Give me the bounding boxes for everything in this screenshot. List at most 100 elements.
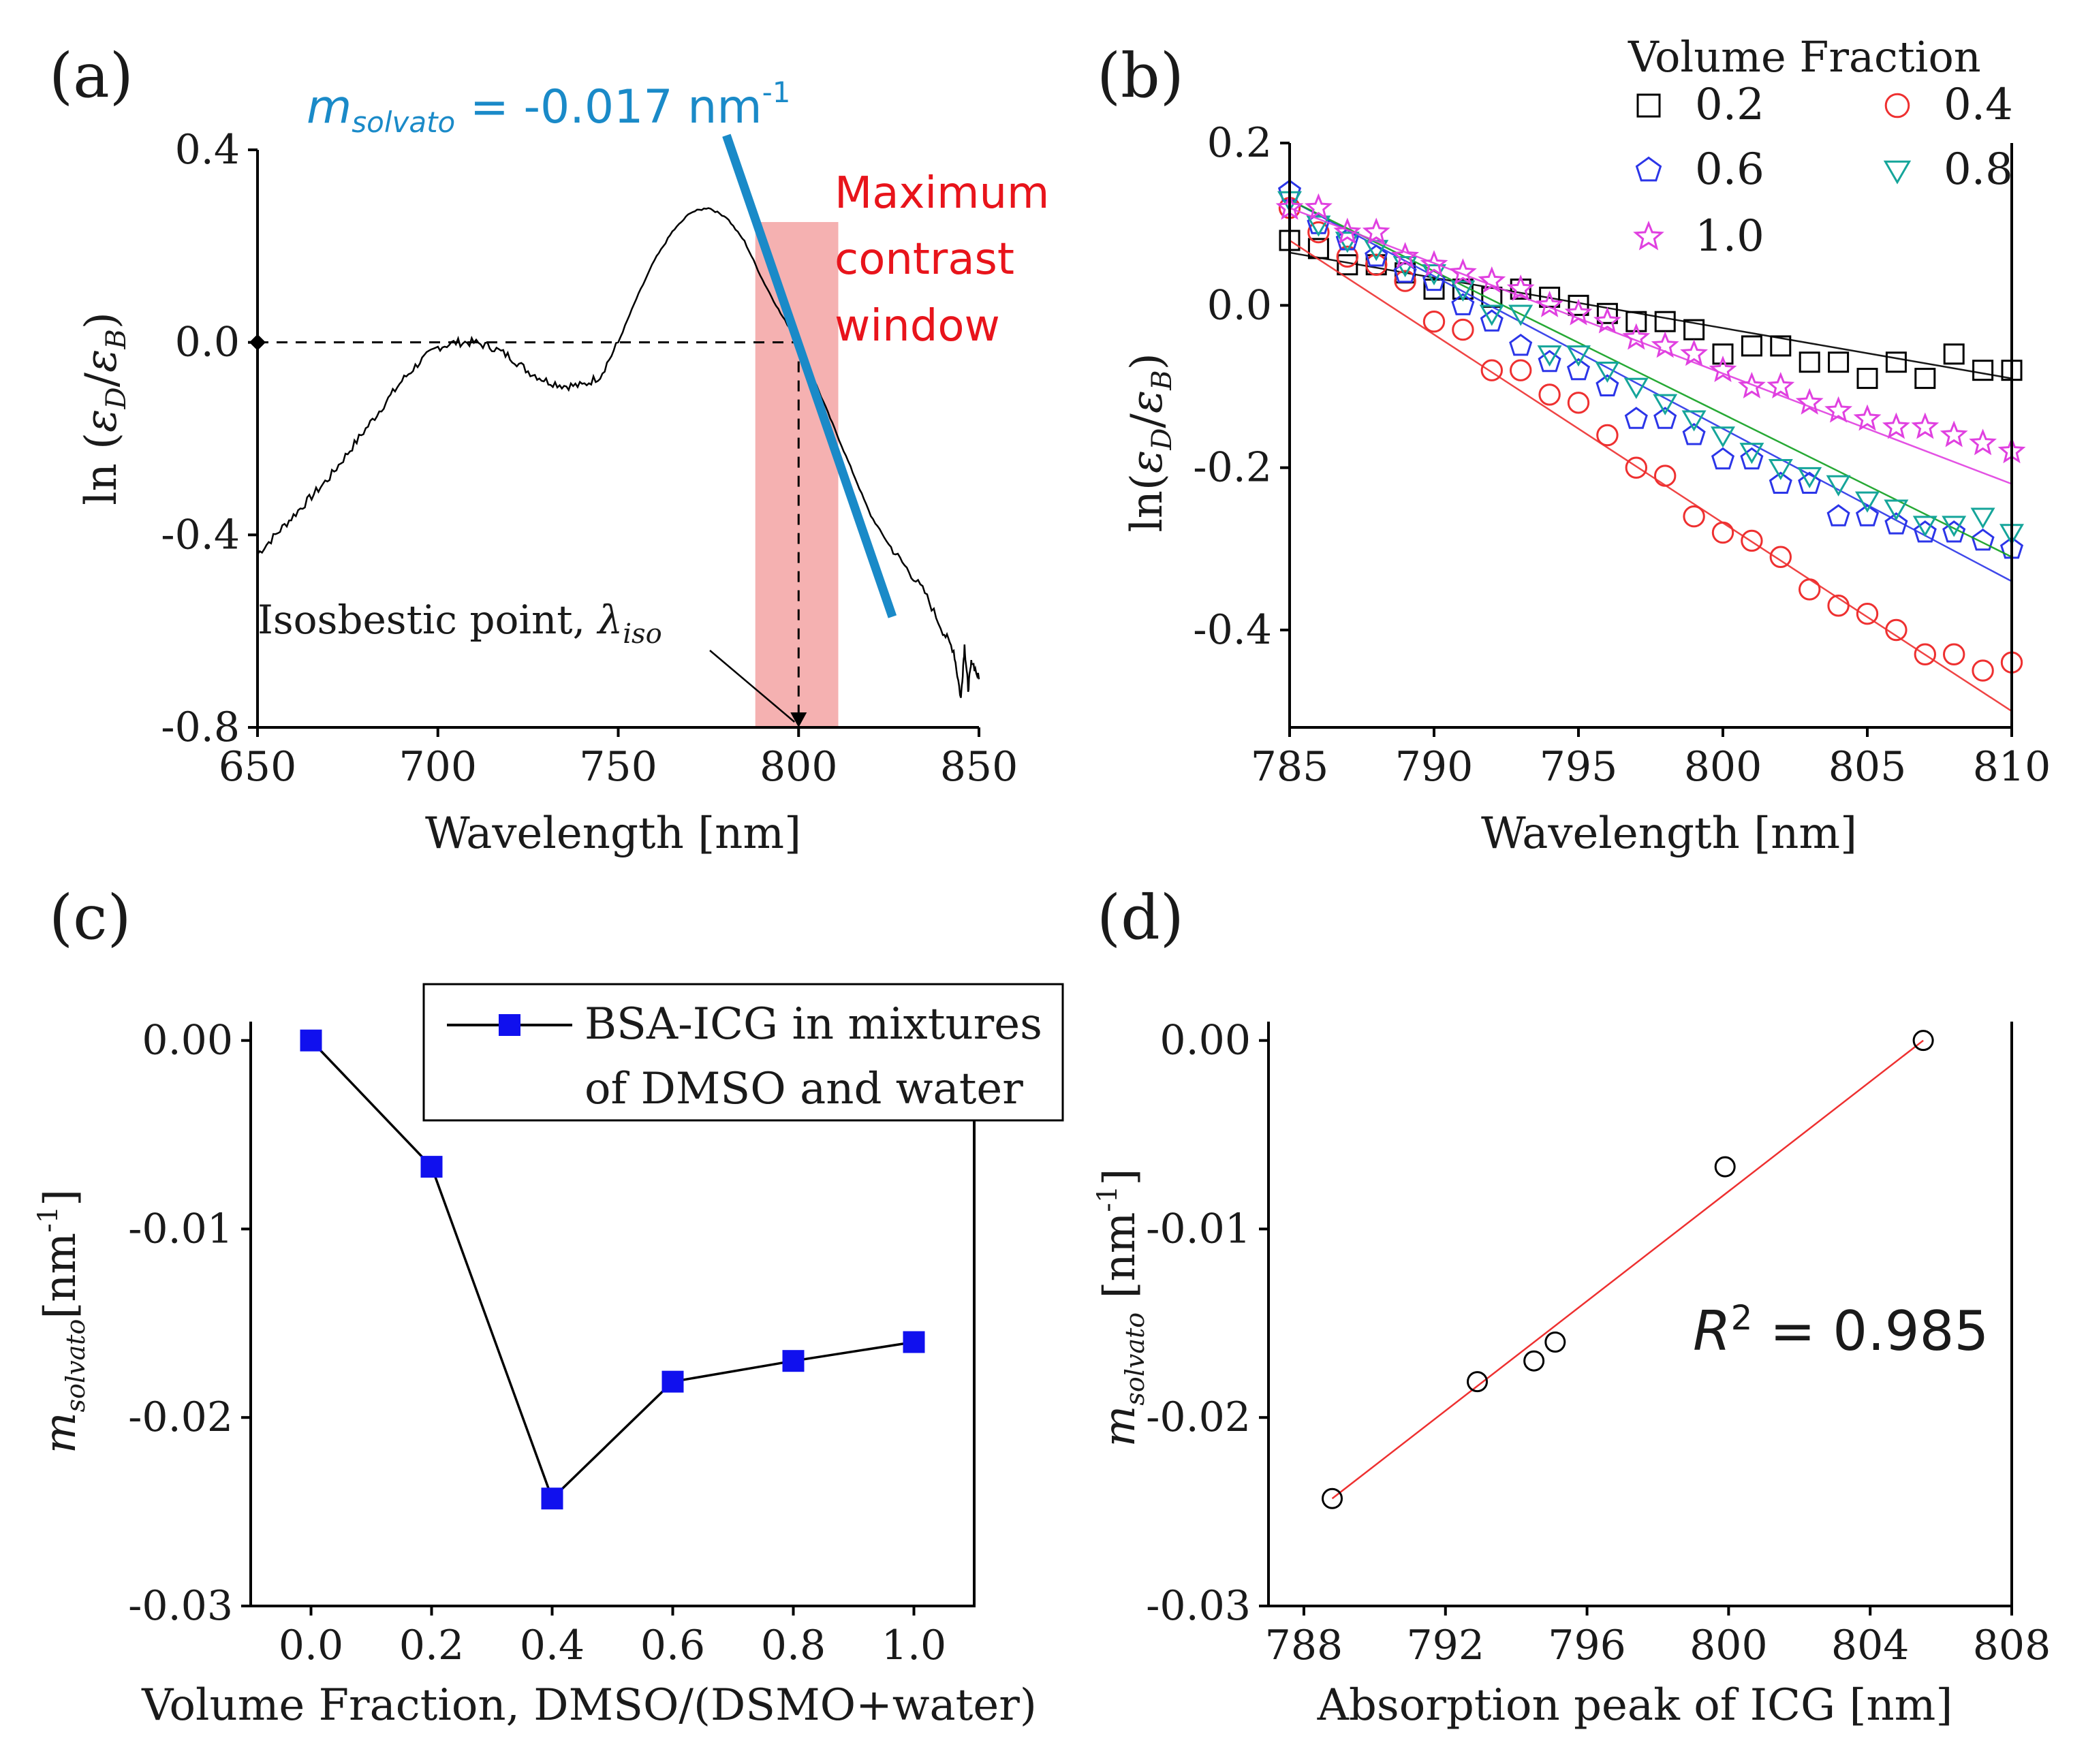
data-point-1.0 <box>1824 396 1853 423</box>
legend-marker-0.6 <box>1635 156 1662 182</box>
x-tick-label: 800 <box>1690 1622 1768 1669</box>
x-tick-label: 800 <box>760 743 838 791</box>
data-point-0.6 <box>1884 512 1908 535</box>
data-point-0.8 <box>1479 304 1504 326</box>
data-point-0.8 <box>1942 516 1967 537</box>
legend-marker-0.4 <box>1884 93 1910 119</box>
data-point-0.6 <box>1653 407 1677 429</box>
data-point-1.0 <box>1448 258 1477 285</box>
data-point <box>782 1350 805 1372</box>
legend-marker-sample <box>499 1014 520 1036</box>
data-point <box>903 1331 925 1353</box>
x-tick-label: 650 <box>219 743 297 791</box>
data-point-0.2 <box>1885 351 1907 373</box>
fit-line-0.4 <box>1289 239 2012 712</box>
data-point-0.2 <box>1423 279 1445 300</box>
legend-label-0.8: 0.8 <box>1944 144 2013 195</box>
panel-d-ticks: 788 792 796 800 804 808 -0.03 -0.02 -0.01 0.00 <box>1146 1017 2051 1669</box>
data-point-0.2 <box>1683 319 1705 341</box>
data-point-1.0 <box>1911 412 1940 439</box>
panel-d-ylabel: msolvato [nm-1] <box>1092 1169 1150 1447</box>
panel-a-label: (a) <box>49 40 134 112</box>
data-point-0.4 <box>1856 602 1879 625</box>
data-point-0.6 <box>1595 374 1619 396</box>
panel-b-legend: 0.2 0.4 0.6 0.8 1.0 <box>1633 80 2013 262</box>
data-point-0.6 <box>1740 447 1764 470</box>
data-point-1.0 <box>1651 331 1679 358</box>
window-label-3: window <box>835 301 1000 351</box>
data-point-0.8 <box>1768 458 1793 481</box>
data-point-0.6 <box>1624 407 1648 429</box>
data-point-0.6 <box>1566 358 1591 381</box>
data-point-1.0 <box>1420 250 1448 277</box>
legend-text-2: of DMSO and water <box>585 1064 1023 1114</box>
data-point <box>1467 1371 1489 1393</box>
window-label-2: contrast <box>835 234 1014 285</box>
isosbestic-label: Isosbestic point, λiso <box>258 597 662 650</box>
y-tick-label: -0.01 <box>1146 1205 1251 1253</box>
data-point-0.8 <box>1537 345 1562 367</box>
x-tick-label: 804 <box>1831 1622 1910 1669</box>
x-tick-label: 0.0 <box>279 1622 343 1669</box>
x-tick-label: 808 <box>1973 1622 2051 1669</box>
data-point-0.8 <box>1595 361 1620 383</box>
x-tick-label: 795 <box>1540 743 1618 791</box>
y-tick-label: -0.4 <box>1193 606 1272 654</box>
data-point-0.8 <box>1826 475 1851 497</box>
data-point-0.4 <box>1654 464 1677 487</box>
data-point-0.4 <box>1741 529 1763 552</box>
panel-c-ylabel: msolvato[nm-1] <box>33 1189 91 1453</box>
fit-line-0.2 <box>1289 251 2012 379</box>
linear-fit-line <box>1331 1039 1924 1500</box>
y-tick-label: 0.2 <box>1207 119 1272 167</box>
data-point-0.2 <box>1712 343 1734 365</box>
data-point-0.6 <box>1538 349 1561 373</box>
data-point-1.0 <box>1506 274 1535 301</box>
data-point-0.8 <box>1797 467 1822 488</box>
data-point-0.4 <box>1769 546 1792 568</box>
data-point-0.6 <box>1451 293 1475 315</box>
panel-b-plot <box>1275 179 2026 712</box>
y-tick-label: -0.03 <box>1146 1582 1251 1630</box>
data-point-0.2 <box>1856 368 1878 390</box>
fit-line-1.0 <box>1289 207 2012 485</box>
y-tick-label: 0.00 <box>142 1017 233 1065</box>
panel-a: (a) 650 700 750 800 850 -0.8 -0.4 0.0 0.4 msolva… <box>49 40 1049 859</box>
data-point-1.0 <box>1304 193 1333 220</box>
data-point-0.4 <box>1538 383 1561 406</box>
x-tick-label: 785 <box>1251 743 1329 791</box>
data-point-1.0 <box>1882 412 1910 439</box>
data-point-0.4 <box>1422 310 1446 333</box>
data-point-0.8 <box>1854 491 1880 513</box>
legend-label-0.2: 0.2 <box>1695 80 1764 130</box>
data-point-0.6 <box>1711 447 1735 470</box>
y-tick-label: -0.03 <box>128 1582 233 1630</box>
data-point-0.6 <box>1971 528 1995 551</box>
data-point-0.6 <box>1480 309 1504 332</box>
data-point-1.0 <box>1622 323 1651 350</box>
data-point <box>1322 1487 1343 1509</box>
data-point-0.2 <box>1337 254 1358 276</box>
data-point-0.4 <box>1799 578 1821 601</box>
panel-a-plot <box>249 133 980 727</box>
data-point-1.0 <box>1564 298 1593 326</box>
panel-c-plot <box>300 1029 925 1510</box>
y-tick-label: 0.0 <box>175 319 240 366</box>
data-point <box>1912 1030 1934 1052</box>
data-point-0.6 <box>1393 260 1417 283</box>
data-point-0.4 <box>1943 643 1965 665</box>
data-point-1.0 <box>1940 420 1968 447</box>
data-point-0.8 <box>1710 426 1736 448</box>
x-tick-label: 0.2 <box>399 1622 464 1669</box>
panel-c-axes <box>249 1022 976 1607</box>
data-point-0.8 <box>1970 507 1995 529</box>
data-point-0.6 <box>1682 423 1706 445</box>
y-tick-label: -0.02 <box>128 1393 233 1441</box>
data-point-0.4 <box>1827 595 1850 617</box>
data-point-0.4 <box>1683 505 1705 528</box>
panel-d-plot <box>1322 1030 1934 1509</box>
y-tick-label: 0.0 <box>1207 281 1272 329</box>
data-point-0.6 <box>1826 504 1850 526</box>
data-point-0.8 <box>1508 304 1534 326</box>
legend-marker-0.2 <box>1636 93 1661 118</box>
